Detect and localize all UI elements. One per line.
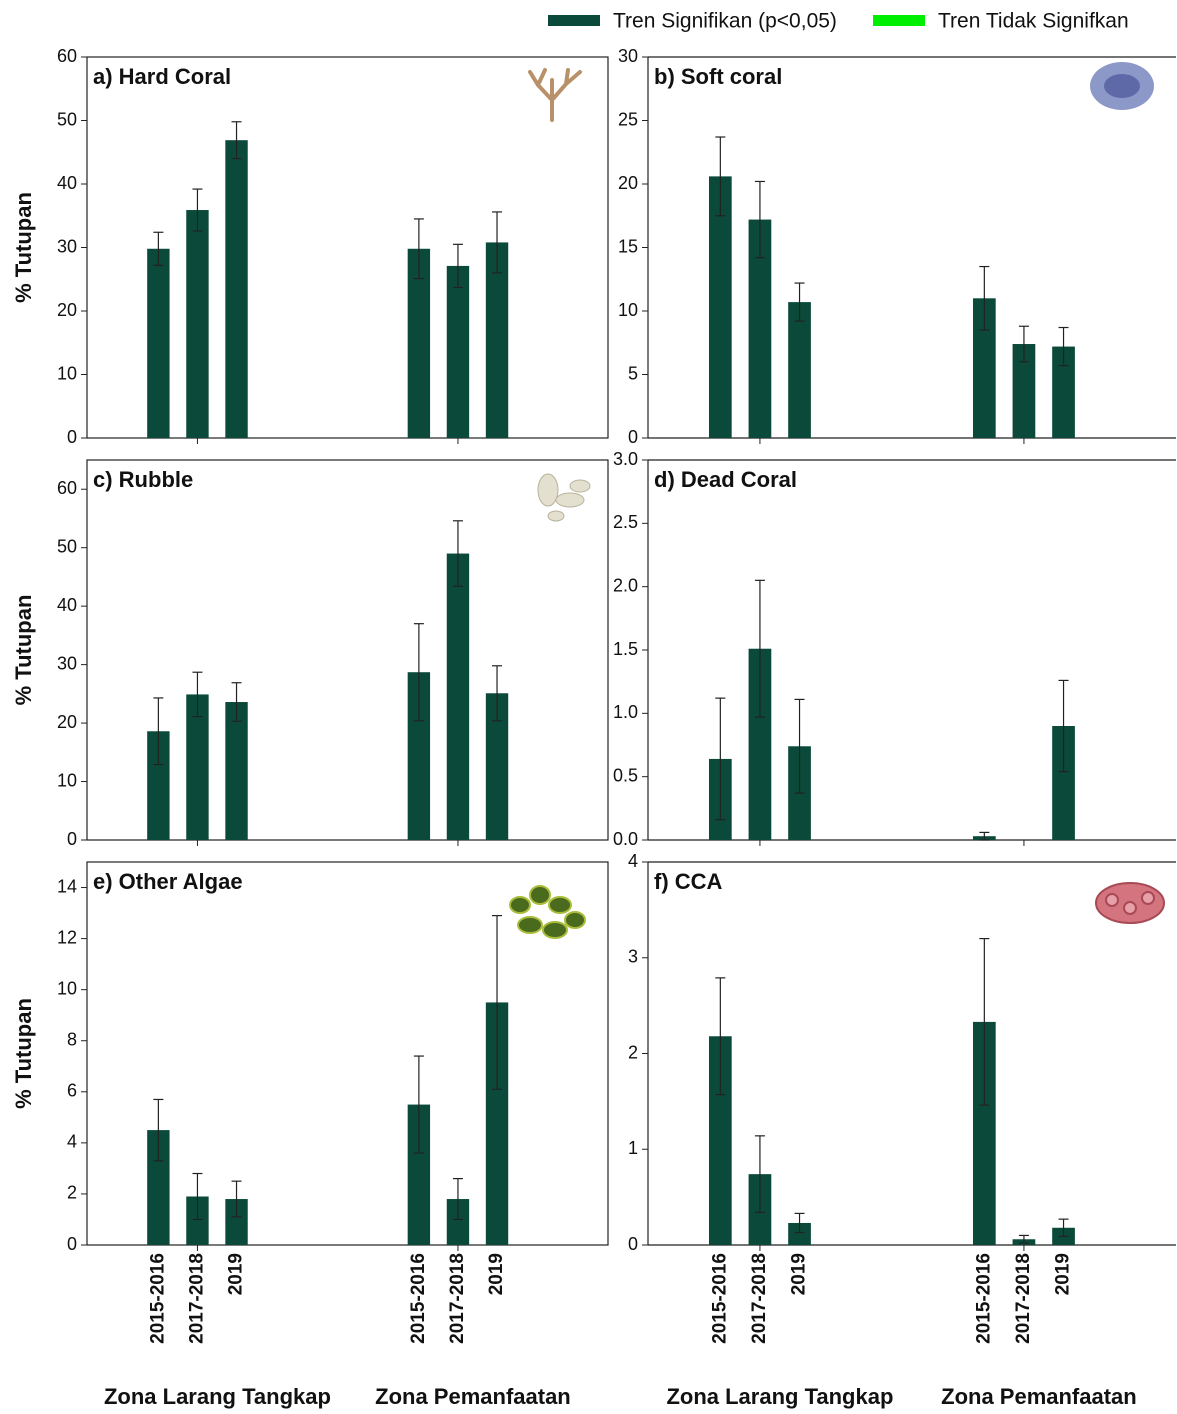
x-tick-label: 2019 <box>226 1253 247 1295</box>
x-tick-label: 2015-2016 <box>147 1253 168 1344</box>
x-tick-label: 2015-2016 <box>408 1253 429 1344</box>
group-label: Zona Larang Tangkap <box>104 1384 331 1409</box>
group-label: Zona Pemanfaatan <box>375 1384 571 1409</box>
y-tick-label: 2.0 <box>613 575 638 595</box>
y-tick-label: 0 <box>67 829 77 849</box>
y-tick-label: 0.5 <box>613 765 638 785</box>
y-tick-label: 3.0 <box>613 449 638 469</box>
group-label: Zona Pemanfaatan <box>941 1384 1137 1409</box>
panel-title: b) Soft coral <box>654 64 782 89</box>
panel-title: e) Other Algae <box>93 869 243 894</box>
bar <box>225 140 247 438</box>
y-tick-label: 50 <box>57 109 77 129</box>
y-tick-label: 60 <box>57 478 77 498</box>
y-tick-label: 10 <box>618 300 638 320</box>
legend-swatch <box>873 15 925 26</box>
y-tick-label: 2 <box>67 1183 77 1203</box>
y-tick-label: 20 <box>618 173 638 193</box>
group-label: Zona Larang Tangkap <box>666 1384 893 1409</box>
x-tick-label: 2019 <box>486 1253 507 1295</box>
y-tick-label: 30 <box>57 236 77 256</box>
y-tick-label: 40 <box>57 595 77 615</box>
legend-swatch <box>548 15 600 26</box>
legend-label: Tren Signifikan (p<0,05) <box>613 10 837 33</box>
y-tick-label: 3 <box>628 947 638 967</box>
y-tick-label: 0 <box>628 427 638 447</box>
y-tick-label: 4 <box>67 1132 77 1152</box>
panel-title: f) CCA <box>654 869 723 894</box>
y-tick-label: 5 <box>628 363 638 383</box>
bar <box>447 554 469 840</box>
y-tick-label: 6 <box>67 1081 77 1101</box>
bar <box>186 210 208 438</box>
x-tick-label: 2015-2016 <box>973 1253 994 1344</box>
y-tick-label: 14 <box>57 876 77 896</box>
panel-title: d) Dead Coral <box>654 467 797 492</box>
x-tick-label: 2017-2018 <box>447 1253 468 1344</box>
x-tick-label: 2017-2018 <box>1013 1253 1034 1344</box>
y-tick-label: 10 <box>57 363 77 383</box>
y-tick-label: 1.0 <box>613 702 638 722</box>
y-tick-label: 0 <box>67 1234 77 1254</box>
bar <box>447 266 469 438</box>
panel-title: c) Rubble <box>93 467 193 492</box>
y-tick-label: 20 <box>57 712 77 732</box>
y-tick-label: 60 <box>57 46 77 66</box>
y-tick-label: 0 <box>628 1234 638 1254</box>
y-tick-label: 12 <box>57 927 77 947</box>
icon-hard-coral <box>530 70 580 120</box>
y-tick-label: 20 <box>57 300 77 320</box>
y-tick-label: 0.0 <box>613 829 638 849</box>
y-tick-label: 50 <box>57 536 77 556</box>
y-tick-label: 30 <box>57 653 77 673</box>
y-tick-label: 1.5 <box>613 639 638 659</box>
x-tick-label: 2017-2018 <box>749 1253 770 1344</box>
y-tick-label: 1 <box>628 1138 638 1158</box>
x-tick-label: 2019 <box>1053 1253 1074 1295</box>
x-tick-label: 2015-2016 <box>709 1253 730 1344</box>
y-tick-label: 15 <box>618 236 638 256</box>
y-axis-label: % Tutupan <box>11 998 36 1109</box>
y-tick-label: 4 <box>628 851 638 871</box>
y-tick-label: 8 <box>67 1029 77 1049</box>
y-tick-label: 0 <box>67 427 77 447</box>
y-axis-label: % Tutupan <box>11 192 36 303</box>
y-tick-label: 2 <box>628 1042 638 1062</box>
y-tick-label: 25 <box>618 109 638 129</box>
y-tick-label: 10 <box>57 978 77 998</box>
figure: Tren Signifikan (p<0,05) Tren Tidak Signi… <box>0 0 1177 1414</box>
bar <box>225 702 247 840</box>
y-tick-label: 10 <box>57 770 77 790</box>
legend-label: Tren Tidak Signifkan <box>938 10 1129 33</box>
x-tick-label: 2019 <box>789 1253 810 1295</box>
x-tick-label: 2017-2018 <box>186 1253 207 1344</box>
y-tick-label: 30 <box>618 46 638 66</box>
icon-algae <box>510 886 585 938</box>
icon-cca <box>1096 883 1164 923</box>
y-tick-label: 40 <box>57 173 77 193</box>
panel-title: a) Hard Coral <box>93 64 231 89</box>
bar <box>788 302 811 438</box>
icon-rubble <box>538 474 590 521</box>
bar <box>147 249 169 438</box>
y-axis-label: % Tutupan <box>11 595 36 706</box>
icon-soft-coral <box>1090 62 1154 110</box>
y-tick-label: 2.5 <box>613 512 638 532</box>
